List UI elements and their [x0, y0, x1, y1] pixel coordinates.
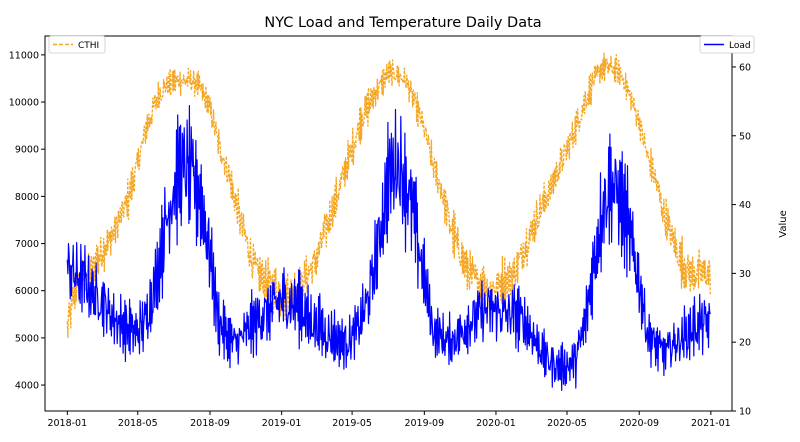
y-left-tick-label: 9000: [15, 145, 39, 156]
y-left-tick-label: 5000: [15, 333, 39, 344]
legend-cthi-label: CTHI: [78, 41, 99, 51]
x-tick-label: 2019-01: [262, 418, 302, 429]
y-right-tick-label: 10: [739, 407, 751, 418]
x-tick-label: 2021-01: [691, 418, 731, 429]
y-left-tick-label: 11000: [9, 50, 39, 61]
y-right-tick-label: 30: [739, 269, 751, 280]
y-left-tick-label: 10000: [9, 98, 39, 109]
legend-left: CTHI: [48, 35, 106, 54]
y-axis-right-label: Value: [778, 210, 789, 237]
x-tick-label: 2020-09: [619, 418, 659, 429]
legend-load-label: Load: [729, 41, 751, 51]
y-right-tick-label: 50: [739, 131, 751, 142]
plot-frame: [44, 35, 733, 412]
y-axis-right: 10 20 30 40 50 60: [732, 62, 751, 418]
x-tick-label: 2020-05: [547, 418, 587, 429]
legend-right-box: [699, 35, 755, 54]
x-tick-label: 2018-05: [118, 418, 158, 429]
y-left-tick-label: 7000: [15, 239, 39, 250]
x-tick-label: 2020-01: [476, 418, 516, 429]
x-tick-label: 2019-05: [332, 418, 372, 429]
legend-left-box: [48, 35, 106, 54]
x-tick-label: 2018-09: [190, 418, 230, 429]
y-right-tick-label: 60: [739, 62, 751, 73]
x-tick-label: 2019-09: [404, 418, 444, 429]
y-left-tick-label: 4000: [15, 381, 39, 392]
y-left-tick-label: 6000: [15, 286, 39, 297]
series-line-load: [66, 104, 711, 391]
series-line-cthi: [66, 52, 711, 339]
plot-area: [66, 52, 711, 391]
x-axis: 2018-01 2018-05 2018-09 2019-01 2019-05 2019-…: [47, 411, 731, 429]
series-layer: [66, 52, 711, 391]
legend-right: Load: [699, 35, 755, 54]
y-axis-left: 4000 5000 6000 7000 8000 9000 10000 11000: [9, 50, 45, 392]
x-tick-label: 2018-01: [47, 418, 87, 429]
y-right-tick-label: 20: [739, 338, 751, 349]
y-left-tick-label: 8000: [15, 192, 39, 203]
y-right-tick-label: 40: [739, 200, 751, 211]
chart-title: NYC Load and Temperature Daily Data: [264, 15, 541, 31]
